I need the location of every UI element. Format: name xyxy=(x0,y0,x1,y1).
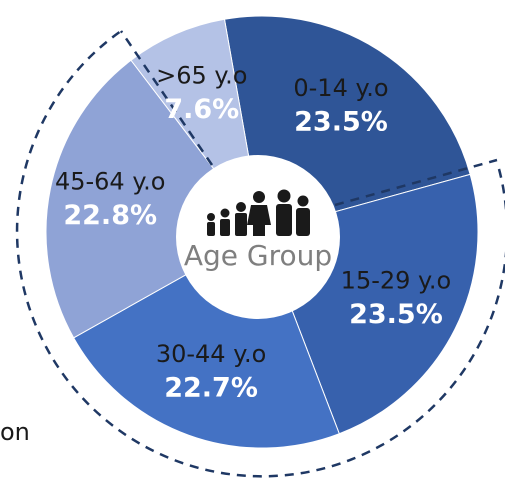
bracket-line xyxy=(119,30,214,166)
slice-name: 0-14 y.o xyxy=(293,74,388,102)
center-hole xyxy=(176,155,340,319)
people-icon xyxy=(207,189,310,236)
slice-value: 22.8% xyxy=(63,200,157,231)
slice-name: 15-29 y.o xyxy=(341,267,451,295)
slice-name: 30-44 y.o xyxy=(156,340,266,368)
slice-value: 23.5% xyxy=(294,106,388,137)
slice-value: 7.6% xyxy=(164,94,239,125)
bracket-arc xyxy=(15,29,505,478)
slice xyxy=(45,59,263,339)
bracket-line xyxy=(334,158,498,207)
annotation: on xyxy=(0,418,30,446)
center-label: Age Group xyxy=(184,239,332,272)
slice-value: 23.5% xyxy=(349,299,443,330)
slice-value: 22.7% xyxy=(164,373,258,404)
slice-name: >65 y.o xyxy=(156,62,247,90)
slice-name: 45-64 y.o xyxy=(55,168,165,196)
